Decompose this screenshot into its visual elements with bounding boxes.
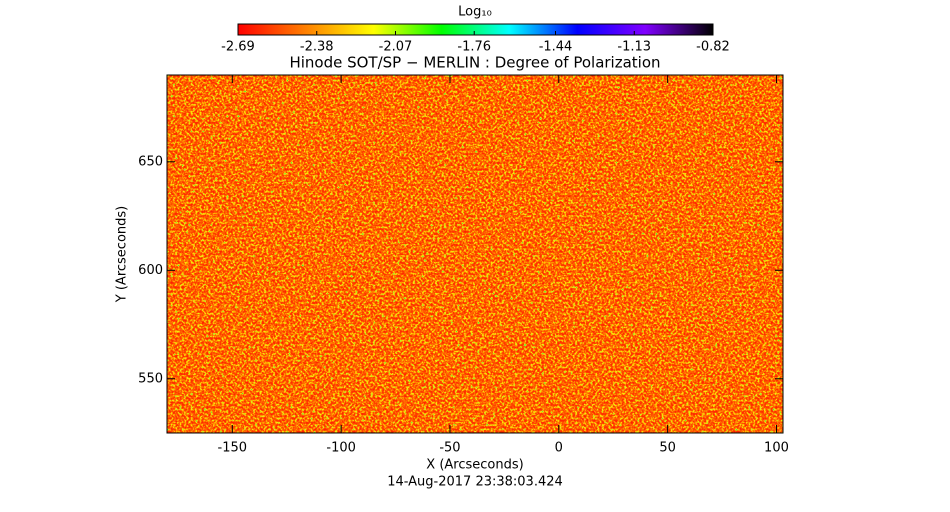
x-tick-label: 50 [659,441,676,456]
colorbar [237,23,714,36]
colorbar-tick-label: -2.07 [379,40,413,55]
chart-title: Hinode SOT/SP − MERLIN : Degree of Polar… [289,54,660,72]
x-axis-label: X (Arcseconds) [426,458,523,473]
x-tick-label: -100 [326,441,356,456]
image-map [167,75,783,433]
x-tick-label: -50 [439,441,460,456]
colorbar-tick-label: -1.13 [617,40,651,55]
y-axis-label: Y (Arcseconds) [115,206,130,303]
timestamp: 14-Aug-2017 23:38:03.424 [387,475,563,490]
colorbar-tick-label: -0.82 [696,40,730,55]
x-tick-label: -150 [218,441,248,456]
y-tick-label: 550 [138,371,163,386]
colorbar-tick-label: -2.38 [300,40,334,55]
plot-frame [166,74,784,434]
colorbar-label: Log₁₀ [458,5,492,20]
x-tick-label: 100 [764,441,789,456]
x-tick-label: 0 [555,441,563,456]
y-tick-label: 650 [138,154,163,169]
colorbar-tick-label: -1.44 [539,40,573,55]
colorbar-tick-label: -1.76 [457,40,491,55]
colorbar-tick-label: -2.69 [221,40,255,55]
y-tick-label: 600 [138,263,163,278]
